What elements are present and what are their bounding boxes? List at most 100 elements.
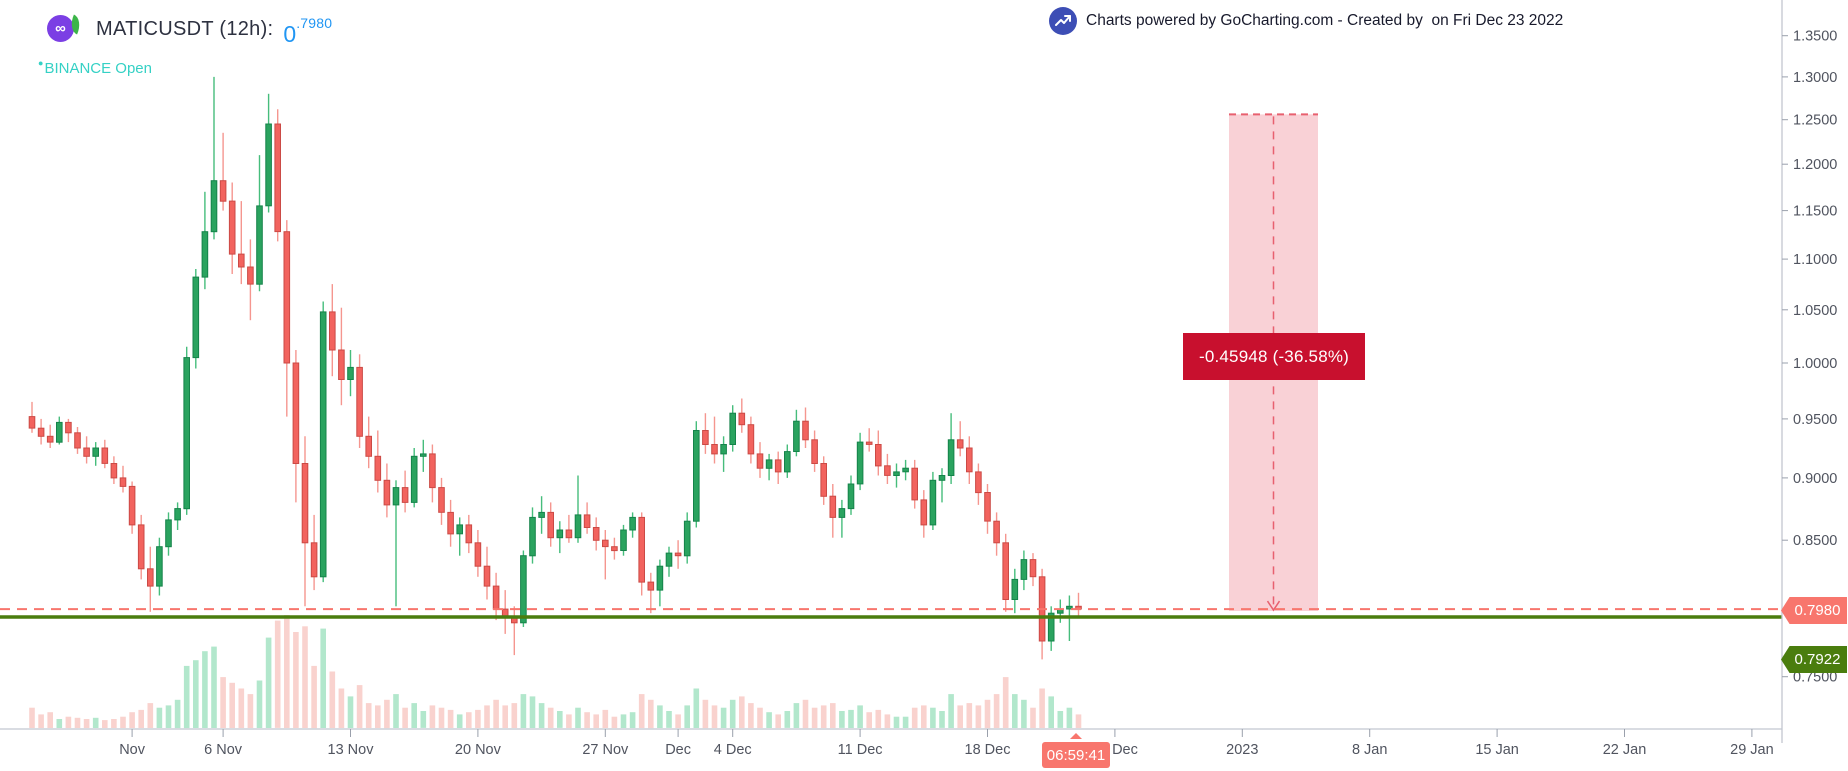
- last-price-int: 0: [283, 21, 297, 47]
- candle-body: [920, 499, 928, 526]
- candle-body: [456, 524, 463, 535]
- candle-body: [374, 455, 382, 481]
- last-price: 0.7980: [283, 12, 332, 46]
- volume-bar: [484, 705, 490, 728]
- trending-up-icon: [1049, 7, 1077, 35]
- volume-bar: [602, 709, 609, 728]
- candle-body: [993, 520, 1000, 544]
- candle-body: [647, 581, 655, 591]
- x-axis-label: 27 Nov: [582, 742, 629, 758]
- candle-body: [966, 447, 973, 473]
- volume-bar: [793, 703, 800, 728]
- candle-body: [492, 585, 500, 610]
- candle-body: [83, 447, 90, 457]
- volume-bar: [566, 714, 572, 728]
- candle-body: [110, 463, 118, 479]
- volume-bar: [1012, 694, 1018, 728]
- axes[interactable]: 1.3500 1.3000 1.2500 1.2000 1.1500 1.1000 1.05…: [0, 0, 1837, 758]
- volume-bar: [930, 707, 936, 728]
- candle-body: [228, 200, 236, 255]
- volume-bar: [156, 707, 163, 728]
- candle-body: [356, 366, 363, 437]
- candle-countdown-badge: 06:59:41: [1042, 733, 1110, 768]
- volume-bar: [957, 705, 963, 728]
- candle-body: [392, 487, 400, 506]
- volume-bar: [329, 671, 336, 728]
- volume-bar: [857, 705, 863, 728]
- volume-layer: [29, 615, 1082, 729]
- candle-body: [329, 311, 336, 351]
- volume-bar: [921, 705, 927, 728]
- volume-bar: [984, 699, 991, 729]
- candle-body: [956, 439, 964, 449]
- volume-bar: [511, 703, 518, 728]
- volume-bar: [575, 707, 581, 728]
- candle-body: [410, 455, 418, 503]
- candle-body: [365, 435, 372, 457]
- volume-bar: [820, 705, 827, 728]
- volume-bar: [147, 703, 154, 728]
- volume-bar: [684, 705, 690, 728]
- volume-bar: [729, 699, 736, 729]
- volume-bar: [265, 637, 272, 728]
- candle-body: [347, 366, 354, 380]
- measure-arrow-down-icon: [1266, 600, 1281, 612]
- y-axis-label: 1.3000: [1793, 70, 1837, 86]
- candle-body: [556, 529, 564, 539]
- volume-bar: [1002, 677, 1009, 728]
- x-axis-label: 15 Jan: [1475, 742, 1519, 758]
- volume-bar: [384, 699, 390, 729]
- candle-body: [592, 527, 600, 541]
- candle-body: [1002, 542, 1010, 600]
- volume-bar: [693, 688, 700, 728]
- candle-body: [756, 453, 764, 469]
- volume-bar: [129, 712, 135, 728]
- last-price-axis-badge: 0.7980: [1781, 597, 1847, 624]
- exchange-status-label: BINANCE Open: [44, 60, 152, 77]
- candle-body: [674, 552, 682, 557]
- candle-body: [210, 180, 218, 233]
- volume-bar: [557, 711, 563, 728]
- x-axis-label: 4 Dec: [714, 742, 752, 758]
- volume-bar: [1048, 696, 1054, 728]
- volume-bar: [83, 719, 90, 728]
- volume-bar: [502, 705, 508, 728]
- volume-bar: [739, 696, 745, 728]
- support-price-axis-badge: 0.7922: [1781, 646, 1847, 673]
- volume-bar: [447, 709, 454, 728]
- candle-body: [1011, 578, 1019, 601]
- x-axis-label: Nov: [119, 742, 146, 758]
- volume-bar: [238, 688, 245, 728]
- candle-body: [383, 479, 391, 506]
- candle-body: [56, 421, 63, 443]
- x-axis-label: 2023: [1226, 742, 1258, 758]
- candle-body: [620, 529, 627, 551]
- candle-body: [729, 412, 737, 446]
- candle-body: [720, 444, 727, 455]
- candle-body: [147, 568, 154, 587]
- volume-bar: [475, 709, 481, 728]
- candle-body: [1020, 559, 1028, 580]
- matic-logo-icon: ∞: [47, 14, 87, 44]
- candle-body: [938, 475, 946, 481]
- candle-body: [101, 447, 109, 464]
- x-axis-label: 6 Nov: [204, 742, 243, 758]
- measure-tool-label[interactable]: -0.45948 (-36.58%): [1183, 333, 1365, 380]
- y-axis-label: 1.2000: [1793, 157, 1837, 173]
- candle-body: [483, 565, 491, 587]
- y-axis-label: 1.0500: [1793, 303, 1837, 319]
- volume-bar: [866, 712, 872, 728]
- candle-body: [638, 516, 646, 583]
- candle-body: [929, 479, 937, 526]
- volume-bar: [939, 711, 945, 728]
- volume-bar: [893, 716, 900, 728]
- candle-body: [847, 483, 855, 510]
- candle-body: [292, 362, 300, 464]
- y-axis-label: 0.9500: [1793, 412, 1837, 428]
- x-axis-label: 8 Jan: [1352, 742, 1387, 758]
- x-axis-label: Dec: [665, 742, 691, 758]
- candles-layer[interactable]: [28, 76, 1082, 660]
- volume-bar: [466, 712, 472, 728]
- candle-body: [793, 420, 800, 453]
